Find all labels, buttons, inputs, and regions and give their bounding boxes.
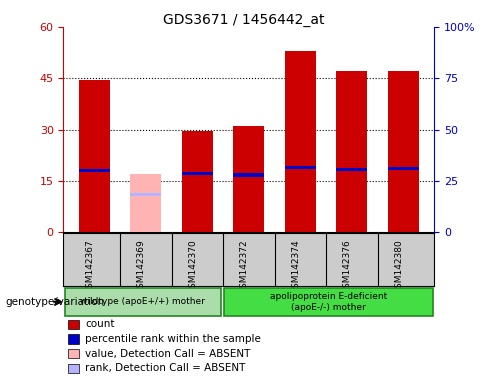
Text: GSM142370: GSM142370 [188,240,197,294]
Text: GSM142372: GSM142372 [240,240,249,294]
Bar [233,173,264,177]
Text: GSM142374: GSM142374 [291,240,301,294]
Text: GSM142376: GSM142376 [343,240,352,294]
Bar [79,169,110,172]
Bar [130,174,162,232]
Text: rank, Detection Call = ABSENT: rank, Detection Call = ABSENT [85,363,245,373]
Text: wildtype (apoE+/+) mother: wildtype (apoE+/+) mother [81,297,205,306]
Bar [224,288,433,316]
Text: GSM142369: GSM142369 [137,240,146,294]
Bar [65,288,221,316]
Bar [182,172,213,175]
Bar [233,126,264,232]
Bar [285,51,316,232]
Text: GDS3671 / 1456442_at: GDS3671 / 1456442_at [163,13,325,27]
Text: GSM142367: GSM142367 [85,240,94,294]
Bar [182,131,213,232]
Text: value, Detection Call = ABSENT: value, Detection Call = ABSENT [85,349,250,359]
Text: apolipoprotein E-deficient
(apoE-/-) mother: apolipoprotein E-deficient (apoE-/-) mot… [270,292,387,311]
Bar [336,168,367,171]
Bar [285,166,316,169]
Bar [388,71,419,232]
Text: count: count [85,319,114,329]
Bar [388,167,419,170]
Text: genotype/variation: genotype/variation [5,297,104,307]
Bar [79,80,110,232]
Bar [336,71,367,232]
Text: percentile rank within the sample: percentile rank within the sample [85,334,261,344]
Text: GSM142380: GSM142380 [394,240,404,294]
Bar [130,193,162,196]
